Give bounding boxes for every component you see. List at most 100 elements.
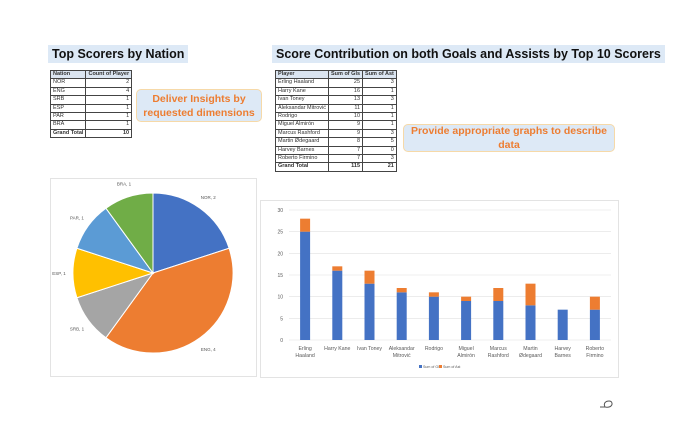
column-header: Count of Player	[85, 69, 133, 80]
x-tick-label: Barnes	[554, 353, 571, 359]
bar-assists	[461, 296, 472, 301]
table-row: Aleksandar Mitrović 11 1	[275, 103, 397, 114]
table-cell: 10	[327, 112, 364, 122]
table-cell: 16	[327, 86, 364, 97]
y-tick-label: 15	[277, 273, 283, 279]
bar-assists	[364, 270, 375, 284]
grand-total-row: Grand Total 115 21	[275, 162, 397, 172]
x-tick-label: Martin	[523, 346, 538, 352]
pie-label: ENG, 4	[201, 347, 216, 352]
bar-assists	[525, 283, 536, 306]
x-tick-label: Harry Kane	[324, 346, 350, 352]
table-cell: 7	[327, 154, 364, 164]
total-cell: 115	[327, 162, 364, 172]
table-cell: 2	[85, 78, 133, 88]
x-tick-label: Roberto	[586, 346, 605, 352]
table-cell: 1	[85, 103, 133, 114]
table-row: SRB 1	[49, 95, 133, 105]
table-row: PAR 1	[49, 112, 133, 122]
table-cell: Ivan Toney	[275, 95, 329, 105]
x-tick-label: Rodrigo	[425, 346, 443, 352]
table-cell: NOR	[49, 78, 87, 88]
x-tick-label: Erling	[298, 346, 311, 352]
table-cell: Harry Kane	[275, 86, 329, 97]
table-row: Harvey Barnes 7 0	[275, 145, 397, 156]
bar-goals	[557, 309, 568, 340]
table-cell: 25	[327, 78, 364, 88]
pie-label: ESP, 1	[52, 271, 66, 276]
pie-slice-bra	[105, 192, 154, 275]
y-tick-label: 5	[280, 316, 283, 322]
bar-assists	[589, 296, 600, 310]
table-cell: 3	[362, 78, 397, 88]
pie-slice-eng	[105, 247, 234, 354]
pie-chart-box: NOR, 2 ENG, 4 SRB, 1 ESP, 1 PAR, 1 BRA, 1	[50, 178, 257, 377]
table-row: Marcus Rashford 9 3	[275, 128, 397, 139]
pie-label: NOR, 2	[201, 195, 217, 200]
table-cell: 13	[327, 95, 364, 105]
table-row: Roberto Firmino 7 3	[275, 154, 397, 164]
table-cell: 1	[85, 95, 133, 105]
table-cell: BRA	[49, 120, 87, 130]
lasso-icon[interactable]	[597, 399, 615, 411]
total-cell: Grand Total	[275, 162, 329, 172]
pie-slice-nor	[152, 192, 230, 274]
x-tick-label: Harvey	[554, 346, 571, 352]
table-cell: 8	[327, 137, 364, 147]
bar-chart-box: 0 5 10 15 20 25 30 Erling Haaland Harry Kane Ivan …	[260, 200, 619, 378]
table-cell: Harvey Barnes	[275, 145, 329, 156]
legend-swatch	[439, 365, 442, 368]
table-cell: Martin Ødegaard	[275, 137, 329, 147]
bar-assists	[300, 218, 311, 232]
pie-label: PAR, 1	[70, 216, 84, 221]
y-tick-label: 20	[277, 251, 283, 257]
bar-goals	[525, 305, 536, 340]
table-cell: ESP	[49, 103, 87, 114]
graphs-callout: Provide appropriate graphs to describe d…	[403, 124, 615, 152]
x-tick-label: Mitrović	[393, 353, 411, 359]
table-cell: Roberto Firmino	[275, 154, 329, 164]
column-header: Nation	[49, 69, 87, 80]
right-title: Score Contribution on both Goals and Ass…	[272, 45, 665, 63]
table-cell: Aleksandar Mitrović	[275, 103, 329, 114]
table-cell: 1	[362, 86, 397, 97]
table-cell: 5	[362, 137, 397, 147]
pie-label: SRB, 1	[70, 326, 85, 331]
table-cell: 11	[327, 103, 364, 114]
x-tick-label: Ivan Toney	[357, 346, 382, 352]
legend-label: Sum of Ast	[443, 365, 460, 369]
table-cell: 7	[327, 145, 364, 156]
table-row: ESP 1	[49, 103, 133, 114]
table-cell: 0	[362, 145, 397, 156]
x-tick-label: Aleksandar	[389, 346, 415, 352]
x-tick-label: Almirón	[457, 353, 475, 359]
table-row: NOR 2	[49, 78, 133, 88]
table-cell: SRB	[49, 95, 87, 105]
bar-goals	[428, 296, 439, 340]
x-tick-label: Miguel	[458, 346, 473, 352]
table-cell: Erling Haaland	[275, 78, 329, 88]
pie-chart: NOR, 2 ENG, 4 SRB, 1 ESP, 1 PAR, 1 BRA, 1	[52, 182, 234, 354]
table-row: Erling Haaland 25 3	[275, 78, 397, 88]
column-header: Sum of Gls	[327, 69, 364, 80]
table-row: BRA 1	[49, 120, 133, 130]
bar-assists	[428, 292, 439, 297]
bar-goals	[493, 301, 504, 340]
pie-label: BRA, 1	[117, 182, 132, 187]
table-cell: PAR	[49, 112, 87, 122]
bar-assists	[396, 288, 407, 293]
table-row: ENG 4	[49, 86, 133, 97]
header-row: Player Sum of Gls Sum of Ast	[275, 69, 397, 80]
table-cell: Miguel Almirón	[275, 120, 329, 130]
legend-swatch	[419, 365, 422, 368]
table-cell: 1	[362, 103, 397, 114]
y-tick-label: 30	[277, 208, 283, 214]
column-header: Sum of Ast	[362, 69, 397, 80]
x-tick-label: Rashford	[488, 353, 509, 359]
table-cell: 4	[85, 86, 133, 97]
table-cell: 1	[362, 112, 397, 122]
total-cell: Grand Total	[49, 128, 87, 139]
table-cell: 3	[362, 128, 397, 139]
insights-callout: Deliver Insights by requested dimensions	[136, 89, 262, 122]
